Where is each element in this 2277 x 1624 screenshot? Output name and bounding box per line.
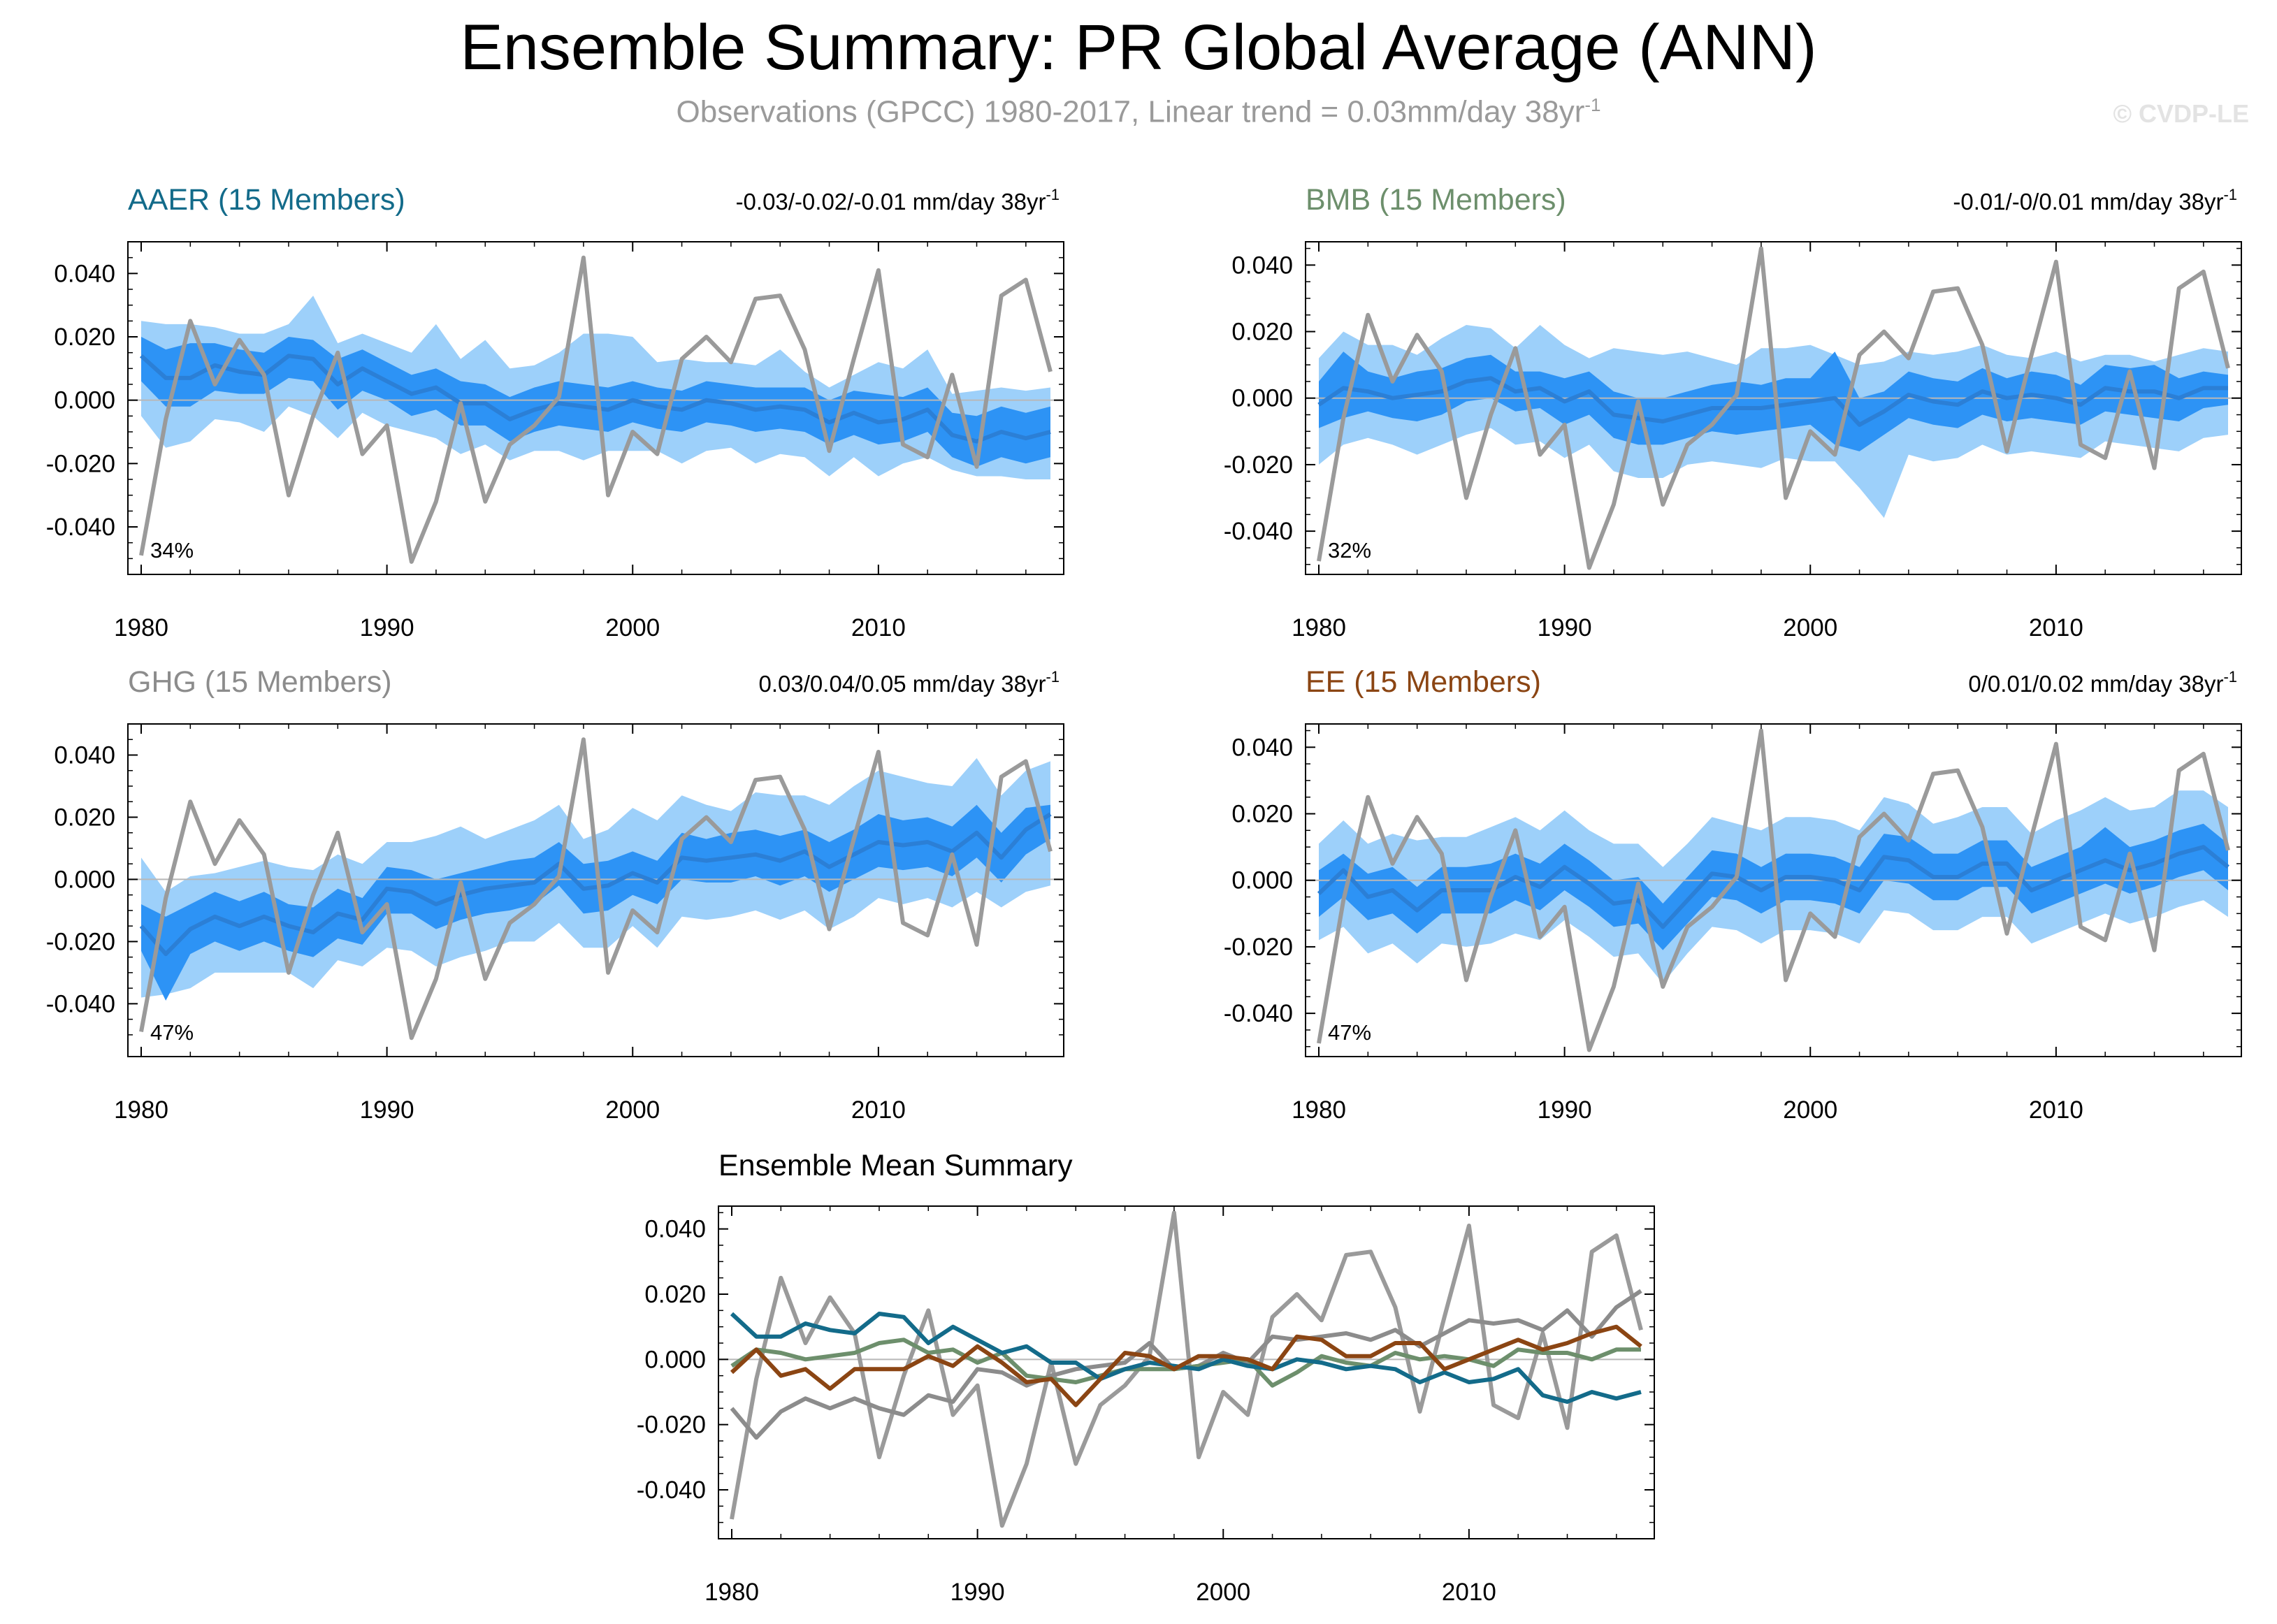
observations-line bbox=[139, 255, 1053, 564]
y-tick-label: 0.020 bbox=[1231, 319, 1293, 346]
trend-range-text: 0/0.01/0.02 mm/day 38yr-1 bbox=[1968, 668, 2237, 697]
plot-frame bbox=[127, 241, 1064, 575]
y-tick-label: 0.040 bbox=[54, 741, 115, 769]
y-tick-label: -0.040 bbox=[1224, 518, 1293, 545]
y-tick-label: 0.000 bbox=[1231, 867, 1293, 894]
panel-title: BMB (15 Members) bbox=[1306, 183, 1566, 217]
x-tick-label: 1980 bbox=[114, 614, 168, 641]
panel-bmb: 0.040 0.020 0.000 -0.020 -0.040 1980 1990 2000 2… bbox=[1224, 183, 2242, 641]
observations-line bbox=[1317, 246, 2230, 570]
x-tick-label: 2010 bbox=[851, 1096, 906, 1124]
y-tick-label: 0.040 bbox=[1231, 252, 1293, 279]
panel-title: Ensemble Mean Summary bbox=[718, 1149, 1073, 1182]
plot-frame bbox=[1305, 723, 2242, 1057]
y-tick-label: -0.040 bbox=[46, 990, 115, 1017]
y-tick-label: 0.040 bbox=[54, 260, 115, 287]
x-tick-label: 2000 bbox=[1783, 1096, 1837, 1124]
y-tick-label: 0.000 bbox=[644, 1346, 706, 1373]
x-tick-label: 1990 bbox=[950, 1579, 1005, 1606]
percent-label: 47% bbox=[150, 1020, 194, 1045]
observations-line bbox=[730, 1210, 1643, 1528]
x-tick-label: 1990 bbox=[360, 614, 414, 641]
panel-aaer: 0.040 0.020 0.000 -0.020 -0.040 1980 1990 2000 2… bbox=[46, 183, 1064, 641]
y-tick-label: -0.020 bbox=[637, 1412, 706, 1439]
trend-value: -0.03/-0.02/-0.01 mm/day 38yr bbox=[736, 189, 1046, 215]
x-tick-label: 2000 bbox=[605, 614, 660, 641]
y-tick-label: 0.020 bbox=[644, 1281, 706, 1308]
panel-title: GHG (15 Members) bbox=[128, 665, 392, 699]
panel-title: EE (15 Members) bbox=[1306, 665, 1541, 699]
y-tick-label: 0.020 bbox=[54, 804, 115, 831]
y-tick-label: -0.040 bbox=[637, 1477, 706, 1504]
trend-value: -0.01/-0/0.01 mm/day 38yr bbox=[1953, 189, 2223, 215]
y-tick-label: 0.020 bbox=[1231, 801, 1293, 828]
y-tick-label: 0.000 bbox=[54, 866, 115, 893]
credit-watermark: © CVDP-LE bbox=[2113, 99, 2249, 128]
trend-range-text: 0.03/0.04/0.05 mm/day 38yr-1 bbox=[759, 668, 1060, 697]
y-tick-label: 0.000 bbox=[1231, 385, 1293, 412]
y-tick-label: 0.020 bbox=[54, 324, 115, 351]
panel-ensemble-mean-summary: 0.040 0.020 0.000 -0.020 -0.040 1980 1990 2000 2… bbox=[637, 1149, 1655, 1606]
trend-range-text: -0.01/-0/0.01 mm/day 38yr-1 bbox=[1953, 186, 2237, 215]
plot-frame bbox=[127, 723, 1064, 1057]
trend-exponent: -1 bbox=[1046, 186, 1060, 203]
trend-exponent: -1 bbox=[1046, 668, 1060, 686]
percent-label: 47% bbox=[1328, 1020, 1371, 1045]
x-tick-label: 1980 bbox=[1292, 1096, 1346, 1124]
y-tick-label: -0.040 bbox=[46, 514, 115, 541]
y-tick-label: 0.040 bbox=[644, 1216, 706, 1243]
panel-title: AAER (15 Members) bbox=[128, 183, 405, 217]
x-tick-label: 1980 bbox=[704, 1579, 759, 1606]
trend-value: 0/0.01/0.02 mm/day 38yr bbox=[1968, 671, 2223, 697]
panel-ghg: 0.040 0.020 0.000 -0.020 -0.040 1980 1990 2000 2… bbox=[46, 665, 1064, 1124]
trend-value: 0.03/0.04/0.05 mm/day 38yr bbox=[759, 671, 1046, 697]
x-tick-label: 2000 bbox=[605, 1096, 660, 1124]
percent-label: 32% bbox=[1328, 538, 1371, 563]
y-tick-label: -0.040 bbox=[1224, 1000, 1293, 1027]
y-tick-label: -0.020 bbox=[1224, 934, 1293, 961]
observations-line bbox=[1317, 728, 2230, 1052]
x-tick-label: 1990 bbox=[360, 1096, 414, 1124]
inner-spread-band bbox=[1319, 351, 2228, 451]
x-tick-label: 2010 bbox=[851, 614, 906, 641]
x-tick-label: 2010 bbox=[2029, 1096, 2083, 1124]
x-tick-label: 1980 bbox=[1292, 614, 1346, 641]
x-tick-label: 1990 bbox=[1538, 614, 1592, 641]
x-tick-label: 2000 bbox=[1196, 1579, 1250, 1606]
inner-spread-band bbox=[1319, 823, 2228, 950]
y-tick-label: -0.020 bbox=[46, 450, 115, 477]
x-tick-label: 2010 bbox=[1442, 1579, 1496, 1606]
observations-line bbox=[139, 737, 1053, 1041]
plot-frame bbox=[718, 1205, 1655, 1539]
trend-exponent: -1 bbox=[2223, 668, 2237, 686]
y-tick-label: 0.040 bbox=[1231, 734, 1293, 761]
trend-exponent: -1 bbox=[2223, 186, 2237, 203]
figure-subtitle: Observations (GPCC) 1980-2017, Linear tr… bbox=[0, 95, 2277, 129]
x-tick-label: 1990 bbox=[1538, 1096, 1592, 1124]
subtitle-exponent: -1 bbox=[1584, 94, 1601, 115]
ensemble-mean-line bbox=[139, 812, 1052, 957]
ensemble-mean-line bbox=[1317, 845, 2229, 929]
x-tick-label: 2010 bbox=[2029, 614, 2083, 641]
x-tick-label: 1980 bbox=[114, 1096, 168, 1124]
mean-line-ee bbox=[730, 1324, 1642, 1407]
percent-label: 34% bbox=[150, 538, 194, 563]
y-tick-label: -0.020 bbox=[46, 928, 115, 955]
trend-range-text: -0.03/-0.02/-0.01 mm/day 38yr-1 bbox=[736, 186, 1060, 215]
inner-spread-band bbox=[141, 804, 1050, 1001]
panel-ee: 0.040 0.020 0.000 -0.020 -0.040 1980 1990 2000 2… bbox=[1224, 665, 2242, 1124]
subtitle-text: Observations (GPCC) 1980-2017, Linear tr… bbox=[676, 94, 1585, 129]
plot-frame bbox=[1305, 241, 2242, 575]
figure-title: Ensemble Summary: PR Global Average (ANN… bbox=[460, 12, 1817, 83]
x-tick-label: 2000 bbox=[1783, 614, 1837, 641]
y-tick-label: 0.000 bbox=[54, 387, 115, 414]
y-tick-label: -0.020 bbox=[1224, 451, 1293, 479]
mean-line-aaer bbox=[730, 1312, 1642, 1404]
